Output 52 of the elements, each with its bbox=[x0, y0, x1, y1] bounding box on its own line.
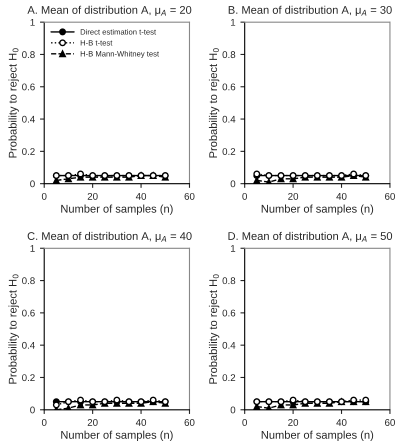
y-tick-label: 0.6 bbox=[222, 83, 236, 90]
y-axis-title: Probability to reject H$_{0}$ bbox=[208, 274, 220, 384]
y-tick-label: 0.2 bbox=[22, 374, 35, 382]
y-tick-label: 0.4 bbox=[22, 116, 35, 123]
y-tick-label: 0.6 bbox=[22, 310, 35, 316]
y-axis-title: Probability to reject H$_{0}$ bbox=[208, 48, 220, 158]
y-tick-label: 0.4 bbox=[222, 116, 236, 123]
y-tick-label: 0 bbox=[30, 406, 35, 414]
y-tick-label: 0 bbox=[230, 180, 236, 188]
x-tick-label: 40 bbox=[136, 419, 146, 426]
y-tick-label: 0.8 bbox=[22, 277, 35, 284]
y-tick-label: 0.6 bbox=[222, 310, 236, 316]
y-tick-label: 0.2 bbox=[222, 148, 236, 155]
x-tick-label: 20 bbox=[88, 192, 98, 200]
y-axis-title: Probability to reject H$_{0}$ bbox=[8, 274, 19, 384]
y-tick-label: 0.6 bbox=[22, 83, 35, 90]
x-tick-label: 40 bbox=[136, 192, 146, 200]
chart-title: A. Mean of distribution A, μ$_{A}$ = 20 bbox=[27, 6, 192, 16]
y-tick-label: 1 bbox=[230, 245, 236, 252]
x-tick-label: 0 bbox=[42, 192, 47, 200]
x-tick-label: 60 bbox=[385, 192, 395, 200]
x-axis-title: Number of samples (n) bbox=[262, 204, 374, 215]
chart-title: C. Mean of distribution A, μ$_{A}$ = 40 bbox=[28, 232, 192, 242]
x-tick-label: 40 bbox=[336, 192, 347, 200]
chart-title: B. Mean of distribution A, μ$_{A}$ = 30 bbox=[228, 6, 392, 16]
y-tick-label: 0.4 bbox=[222, 342, 236, 349]
x-tick-label: 20 bbox=[288, 192, 298, 200]
y-tick-label: 0.4 bbox=[22, 342, 35, 349]
y-tick-label: 0.2 bbox=[222, 374, 236, 382]
y-tick-label: 0.8 bbox=[222, 277, 236, 284]
y-axis-title: Probability to reject H$_{0}$ bbox=[8, 48, 19, 158]
x-tick-label: 0 bbox=[242, 192, 248, 200]
y-tick-label: 0.8 bbox=[222, 51, 236, 58]
x-tick-label: 60 bbox=[184, 419, 195, 426]
x-tick-label: 0 bbox=[242, 419, 248, 426]
y-tick-label: 1 bbox=[30, 18, 35, 26]
chart-title: D. Mean of distribution A, μ$_{A}$ = 50 bbox=[228, 232, 392, 242]
y-tick-label: 1 bbox=[30, 245, 35, 252]
y-tick-label: 0 bbox=[30, 180, 35, 188]
x-tick-label: 20 bbox=[288, 419, 298, 426]
y-tick-label: 1 bbox=[230, 18, 236, 26]
x-axis-title: Number of samples (n) bbox=[262, 430, 374, 441]
y-tick-label: 0 bbox=[230, 406, 236, 414]
x-tick-label: 60 bbox=[184, 192, 195, 200]
x-tick-label: 60 bbox=[385, 419, 395, 426]
x-axis-title: Number of samples (n) bbox=[61, 430, 173, 441]
x-tick-label: 20 bbox=[88, 419, 98, 426]
y-tick-label: 0.8 bbox=[22, 51, 35, 58]
y-tick-label: 0.2 bbox=[22, 148, 35, 155]
x-tick-label: 40 bbox=[336, 419, 347, 426]
x-axis-title: Number of samples (n) bbox=[61, 204, 173, 215]
x-tick-label: 0 bbox=[42, 419, 47, 426]
